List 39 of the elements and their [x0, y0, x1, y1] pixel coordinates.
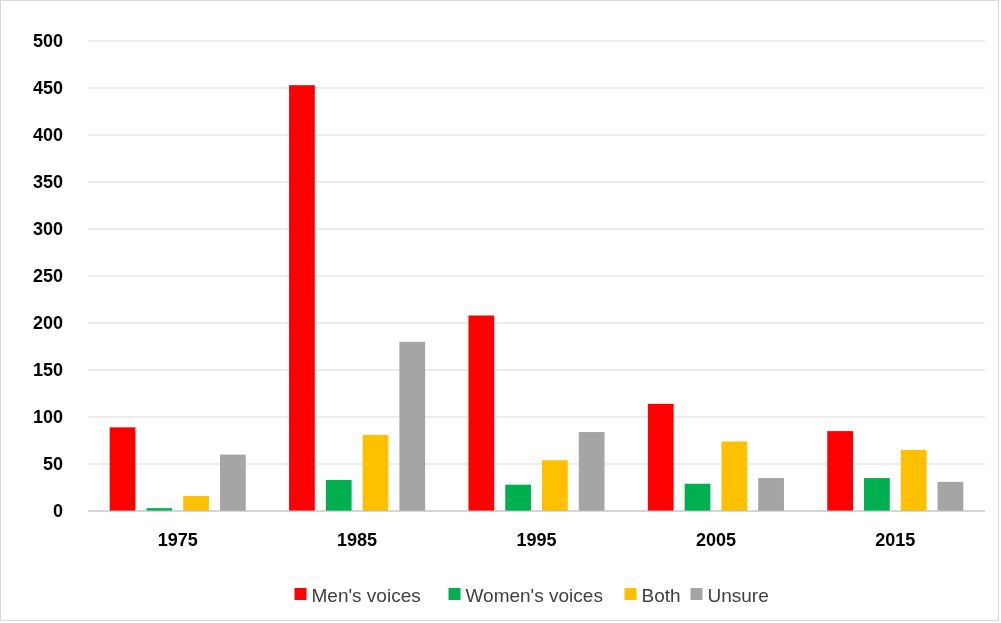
bar [325, 479, 352, 511]
legend-label: Both [641, 584, 681, 606]
bar [542, 460, 568, 511]
y-tick-label: 500 [32, 31, 63, 52]
bar [864, 478, 890, 511]
bar [900, 449, 927, 511]
bar [399, 341, 426, 511]
bar [289, 85, 315, 511]
bar [505, 484, 531, 511]
bar [219, 454, 246, 511]
bar [362, 434, 389, 511]
bar [647, 403, 674, 511]
legend-label: Unsure [707, 584, 769, 606]
bar [578, 432, 605, 511]
bar [827, 431, 854, 511]
y-tick-label: 400 [32, 125, 63, 146]
y-tick-label: 300 [32, 219, 63, 240]
x-tick-label: 1975 [157, 530, 198, 550]
bar [937, 481, 964, 511]
y-tick-label: 150 [32, 360, 63, 381]
legend-label: Men's voices [311, 584, 421, 606]
y-tick-label: 200 [32, 313, 63, 334]
bar [109, 427, 136, 511]
x-tick-label: 1985 [337, 530, 378, 550]
y-tick-label: 450 [32, 78, 63, 99]
x-tick-label: 2005 [695, 530, 736, 550]
bar [684, 483, 711, 511]
y-tick-label: 0 [52, 501, 63, 522]
bar [758, 478, 784, 511]
x-tick-label: 2015 [875, 530, 916, 550]
bar [468, 315, 495, 511]
y-tick-label: 100 [32, 407, 63, 428]
bar [183, 495, 209, 511]
x-tick-label: 1995 [516, 530, 557, 550]
bar [721, 441, 748, 511]
y-tick-label: 350 [32, 172, 63, 193]
legend-label: Women's voices [465, 584, 603, 606]
y-tick-label: 250 [32, 266, 63, 287]
y-tick-label: 50 [42, 454, 63, 475]
